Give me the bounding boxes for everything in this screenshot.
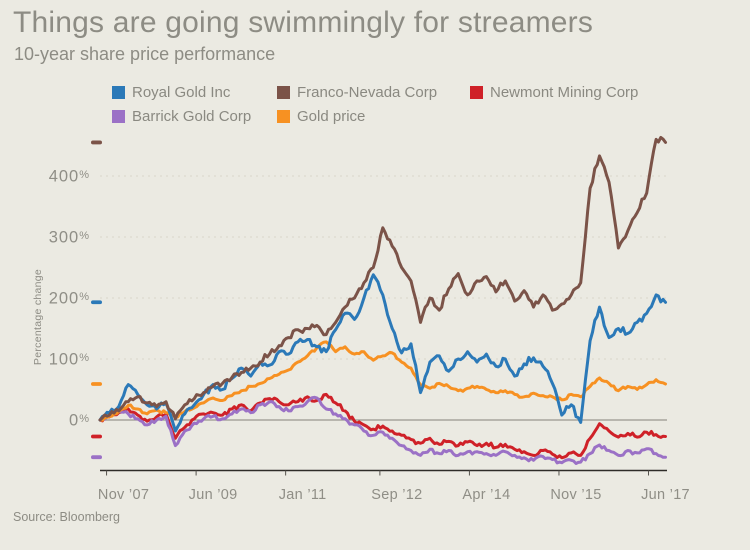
legend-item-newmont-mining-corp: Newmont Mining Corp — [470, 84, 638, 101]
x-tick-label: Sep ’12 — [371, 487, 422, 503]
series-line-newmont-mining-corp — [98, 392, 667, 460]
y-tick-label: 0% — [69, 412, 90, 430]
latest-value-marker-gold-price — [91, 382, 102, 386]
series-line-franco-nevada-corp — [98, 135, 667, 422]
legend-label: Newmont Mining Corp — [490, 84, 639, 101]
legend-swatch-barrick-gold-corp — [112, 110, 125, 123]
legend-item-franco-nevada-corp: Franco-Nevada Corp — [277, 84, 437, 101]
latest-value-marker-newmont-mining-corp — [91, 434, 102, 439]
legend-swatch-franco-nevada-corp — [277, 86, 290, 99]
series-line-gold-price — [98, 340, 667, 422]
legend-label: Franco-Nevada Corp — [297, 84, 438, 101]
y-tick-label: 400% — [49, 168, 90, 186]
series-line-barrick-gold-corp — [98, 395, 667, 465]
latest-value-marker-barrick-gold-corp — [91, 455, 102, 460]
legend-swatch-gold-price — [277, 110, 290, 123]
series-line-royal-gold-inc — [98, 273, 667, 433]
x-tick-label: Apr ’14 — [462, 487, 510, 503]
x-tick-label: Jan ’11 — [279, 487, 327, 503]
legend-swatch-royal-gold-inc — [112, 86, 125, 99]
legend-item-royal-gold-inc: Royal Gold Inc — [112, 84, 230, 101]
latest-value-marker-franco-nevada-corp — [91, 140, 102, 145]
chart-title: Things are going swimmingly for streamer… — [13, 6, 594, 39]
y-tick-label: 300% — [49, 229, 90, 247]
latest-value-marker-royal-gold-inc — [91, 300, 102, 305]
legend-item-barrick-gold-corp: Barrick Gold Corp — [112, 108, 251, 125]
source-note: Source: Bloomberg — [13, 510, 121, 524]
x-tick-label: Nov ’15 — [550, 487, 601, 503]
y-tick-label: 200% — [49, 290, 90, 308]
legend-label: Gold price — [297, 108, 366, 125]
x-tick-label: Jun ’17 — [641, 487, 690, 503]
legend-item-gold-price: Gold price — [277, 108, 365, 125]
legend-label: Royal Gold Inc — [132, 84, 231, 101]
y-tick-label: 100% — [49, 351, 90, 369]
chart-subtitle: 10-year share price performance — [14, 44, 276, 64]
legend-label: Barrick Gold Corp — [132, 108, 252, 125]
legend-swatch-newmont-mining-corp — [470, 86, 483, 99]
x-tick-label: Nov ’07 — [98, 487, 149, 503]
x-tick-label: Jun ’09 — [189, 487, 238, 503]
